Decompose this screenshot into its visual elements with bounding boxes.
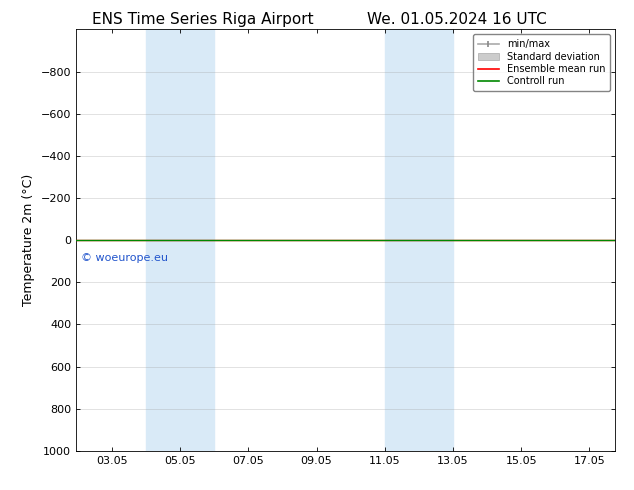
Text: ENS Time Series Riga Airport: ENS Time Series Riga Airport bbox=[92, 12, 314, 27]
Bar bbox=[180, 29, 214, 451]
Bar bbox=[385, 29, 419, 451]
Bar bbox=[146, 29, 180, 451]
Text: We. 01.05.2024 16 UTC: We. 01.05.2024 16 UTC bbox=[366, 12, 547, 27]
Text: © woeurope.eu: © woeurope.eu bbox=[81, 253, 168, 263]
Legend: min/max, Standard deviation, Ensemble mean run, Controll run: min/max, Standard deviation, Ensemble me… bbox=[473, 34, 610, 91]
Y-axis label: Temperature 2m (°C): Temperature 2m (°C) bbox=[22, 174, 35, 306]
Bar bbox=[419, 29, 453, 451]
